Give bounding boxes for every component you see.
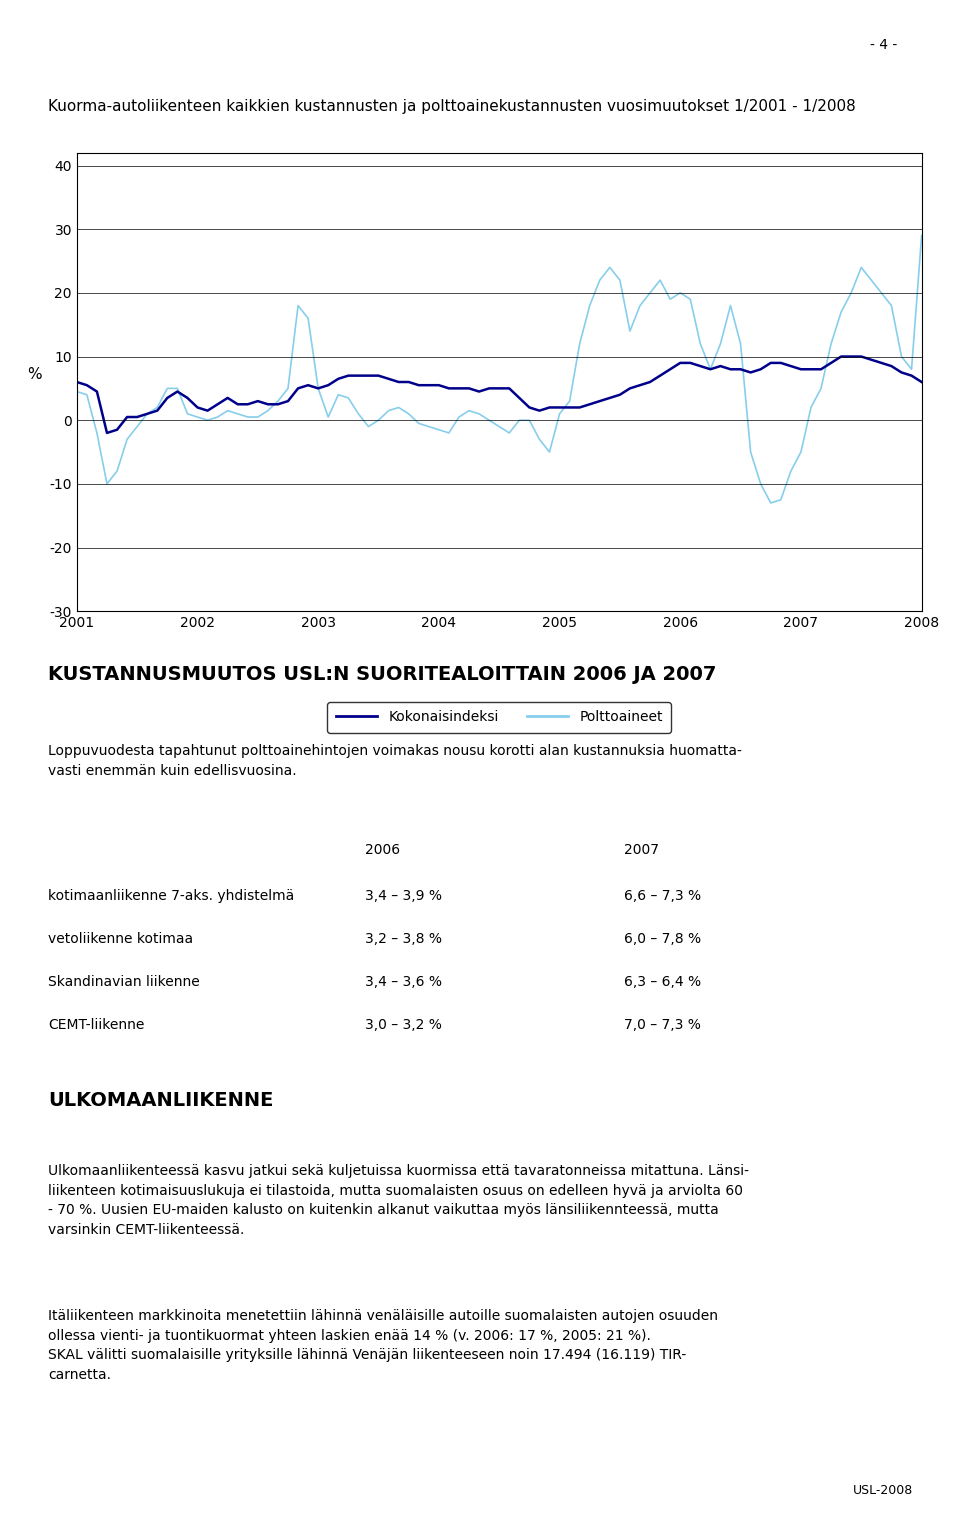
Text: 3,0 – 3,2 %: 3,0 – 3,2 %: [365, 1018, 442, 1031]
Line: Kokonaisindeksi: Kokonaisindeksi: [77, 356, 922, 432]
Text: vetoliikenne kotimaa: vetoliikenne kotimaa: [48, 932, 193, 946]
Line: Polttoaineet: Polttoaineet: [77, 235, 922, 503]
Polttoaineet: [71, 382, 83, 400]
Kokonaisindeksi: [343, 367, 354, 385]
Polttoaineet: [916, 226, 927, 244]
Text: USL-2008: USL-2008: [853, 1484, 913, 1497]
Text: Skandinavian liikenne: Skandinavian liikenne: [48, 975, 200, 989]
Text: 2006: 2006: [365, 843, 400, 857]
Text: ULKOMAANLIIKENNE: ULKOMAANLIIKENNE: [48, 1091, 274, 1109]
Polttoaineet: [876, 284, 887, 303]
Text: Loppuvuodesta tapahtunut polttoainehintojen voimakas nousu korotti alan kustannu: Loppuvuodesta tapahtunut polttoainehinto…: [48, 744, 742, 778]
Kokonaisindeksi: [372, 367, 384, 385]
Kokonaisindeksi: [916, 373, 927, 391]
Text: Itäliikenteen markkinoita menetettiin lähinnä venäläisille autoille suomalaisten: Itäliikenteen markkinoita menetettiin lä…: [48, 1309, 718, 1381]
Text: 7,0 – 7,3 %: 7,0 – 7,3 %: [624, 1018, 701, 1031]
Polttoaineet: [493, 417, 505, 435]
Kokonaisindeksi: [222, 388, 233, 406]
Kokonaisindeksi: [332, 370, 344, 388]
Kokonaisindeksi: [101, 423, 112, 442]
Text: CEMT-liikenne: CEMT-liikenne: [48, 1018, 144, 1031]
Text: 6,0 – 7,8 %: 6,0 – 7,8 %: [624, 932, 701, 946]
Text: kotimaanliikenne 7-aks. yhdistelmä: kotimaanliikenne 7-aks. yhdistelmä: [48, 889, 295, 903]
Text: - 4 -: - 4 -: [870, 38, 897, 52]
Legend: Kokonaisindeksi, Polttoaineet: Kokonaisindeksi, Polttoaineet: [327, 701, 671, 732]
Kokonaisindeksi: [835, 347, 847, 365]
Kokonaisindeksi: [886, 358, 898, 376]
Y-axis label: %: %: [27, 367, 42, 382]
Kokonaisindeksi: [503, 379, 515, 397]
Polttoaineet: [332, 385, 344, 403]
Text: 3,4 – 3,6 %: 3,4 – 3,6 %: [365, 975, 442, 989]
Text: KUSTANNUSMUUTOS USL:N SUORITEALOITTAIN 2006 JA 2007: KUSTANNUSMUUTOS USL:N SUORITEALOITTAIN 2…: [48, 665, 716, 683]
Text: 6,3 – 6,4 %: 6,3 – 6,4 %: [624, 975, 701, 989]
Kokonaisindeksi: [71, 373, 83, 391]
Text: Kuorma-autoliikenteen kaikkien kustannusten ja polttoainekustannusten vuosimuuto: Kuorma-autoliikenteen kaikkien kustannus…: [48, 99, 855, 115]
Text: 3,2 – 3,8 %: 3,2 – 3,8 %: [365, 932, 442, 946]
Text: 3,4 – 3,9 %: 3,4 – 3,9 %: [365, 889, 442, 903]
Text: 2007: 2007: [624, 843, 659, 857]
Polttoaineet: [212, 408, 224, 426]
Polttoaineet: [363, 417, 374, 435]
Polttoaineet: [323, 408, 334, 426]
Polttoaineet: [765, 494, 777, 512]
Text: 6,6 – 7,3 %: 6,6 – 7,3 %: [624, 889, 701, 903]
Text: Ulkomaanliikenteessä kasvu jatkui sekä kuljetuissa kuormissa että tavaratonneiss: Ulkomaanliikenteessä kasvu jatkui sekä k…: [48, 1164, 749, 1236]
